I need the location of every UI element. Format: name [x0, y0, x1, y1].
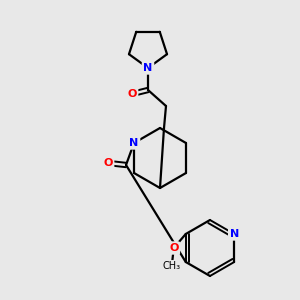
Text: N: N — [143, 63, 153, 73]
Text: O: O — [127, 89, 137, 99]
Text: O: O — [103, 158, 113, 168]
Text: N: N — [129, 138, 139, 148]
Text: N: N — [230, 229, 239, 239]
Text: CH₃: CH₃ — [163, 261, 181, 271]
Text: O: O — [169, 243, 178, 253]
